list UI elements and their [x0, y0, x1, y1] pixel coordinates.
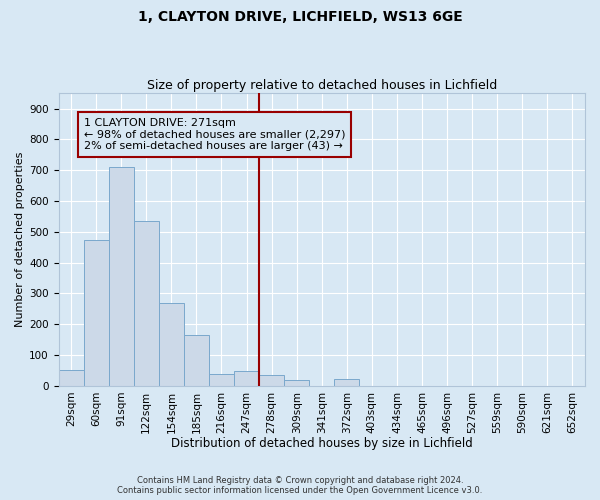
Text: Contains HM Land Registry data © Crown copyright and database right 2024.
Contai: Contains HM Land Registry data © Crown c… — [118, 476, 482, 495]
Bar — [184, 335, 209, 386]
Bar — [59, 370, 83, 386]
X-axis label: Distribution of detached houses by size in Lichfield: Distribution of detached houses by size … — [171, 437, 473, 450]
Bar — [334, 379, 359, 386]
Y-axis label: Number of detached properties: Number of detached properties — [15, 152, 25, 327]
Bar — [284, 380, 309, 386]
Bar — [234, 372, 259, 386]
Bar — [134, 221, 159, 386]
Text: 1, CLAYTON DRIVE, LICHFIELD, WS13 6GE: 1, CLAYTON DRIVE, LICHFIELD, WS13 6GE — [137, 10, 463, 24]
Bar — [159, 302, 184, 386]
Bar — [83, 240, 109, 386]
Bar — [109, 167, 134, 386]
Bar — [209, 374, 234, 386]
Bar — [259, 375, 284, 386]
Text: 1 CLAYTON DRIVE: 271sqm
← 98% of detached houses are smaller (2,297)
2% of semi-: 1 CLAYTON DRIVE: 271sqm ← 98% of detache… — [83, 118, 345, 151]
Title: Size of property relative to detached houses in Lichfield: Size of property relative to detached ho… — [146, 79, 497, 92]
